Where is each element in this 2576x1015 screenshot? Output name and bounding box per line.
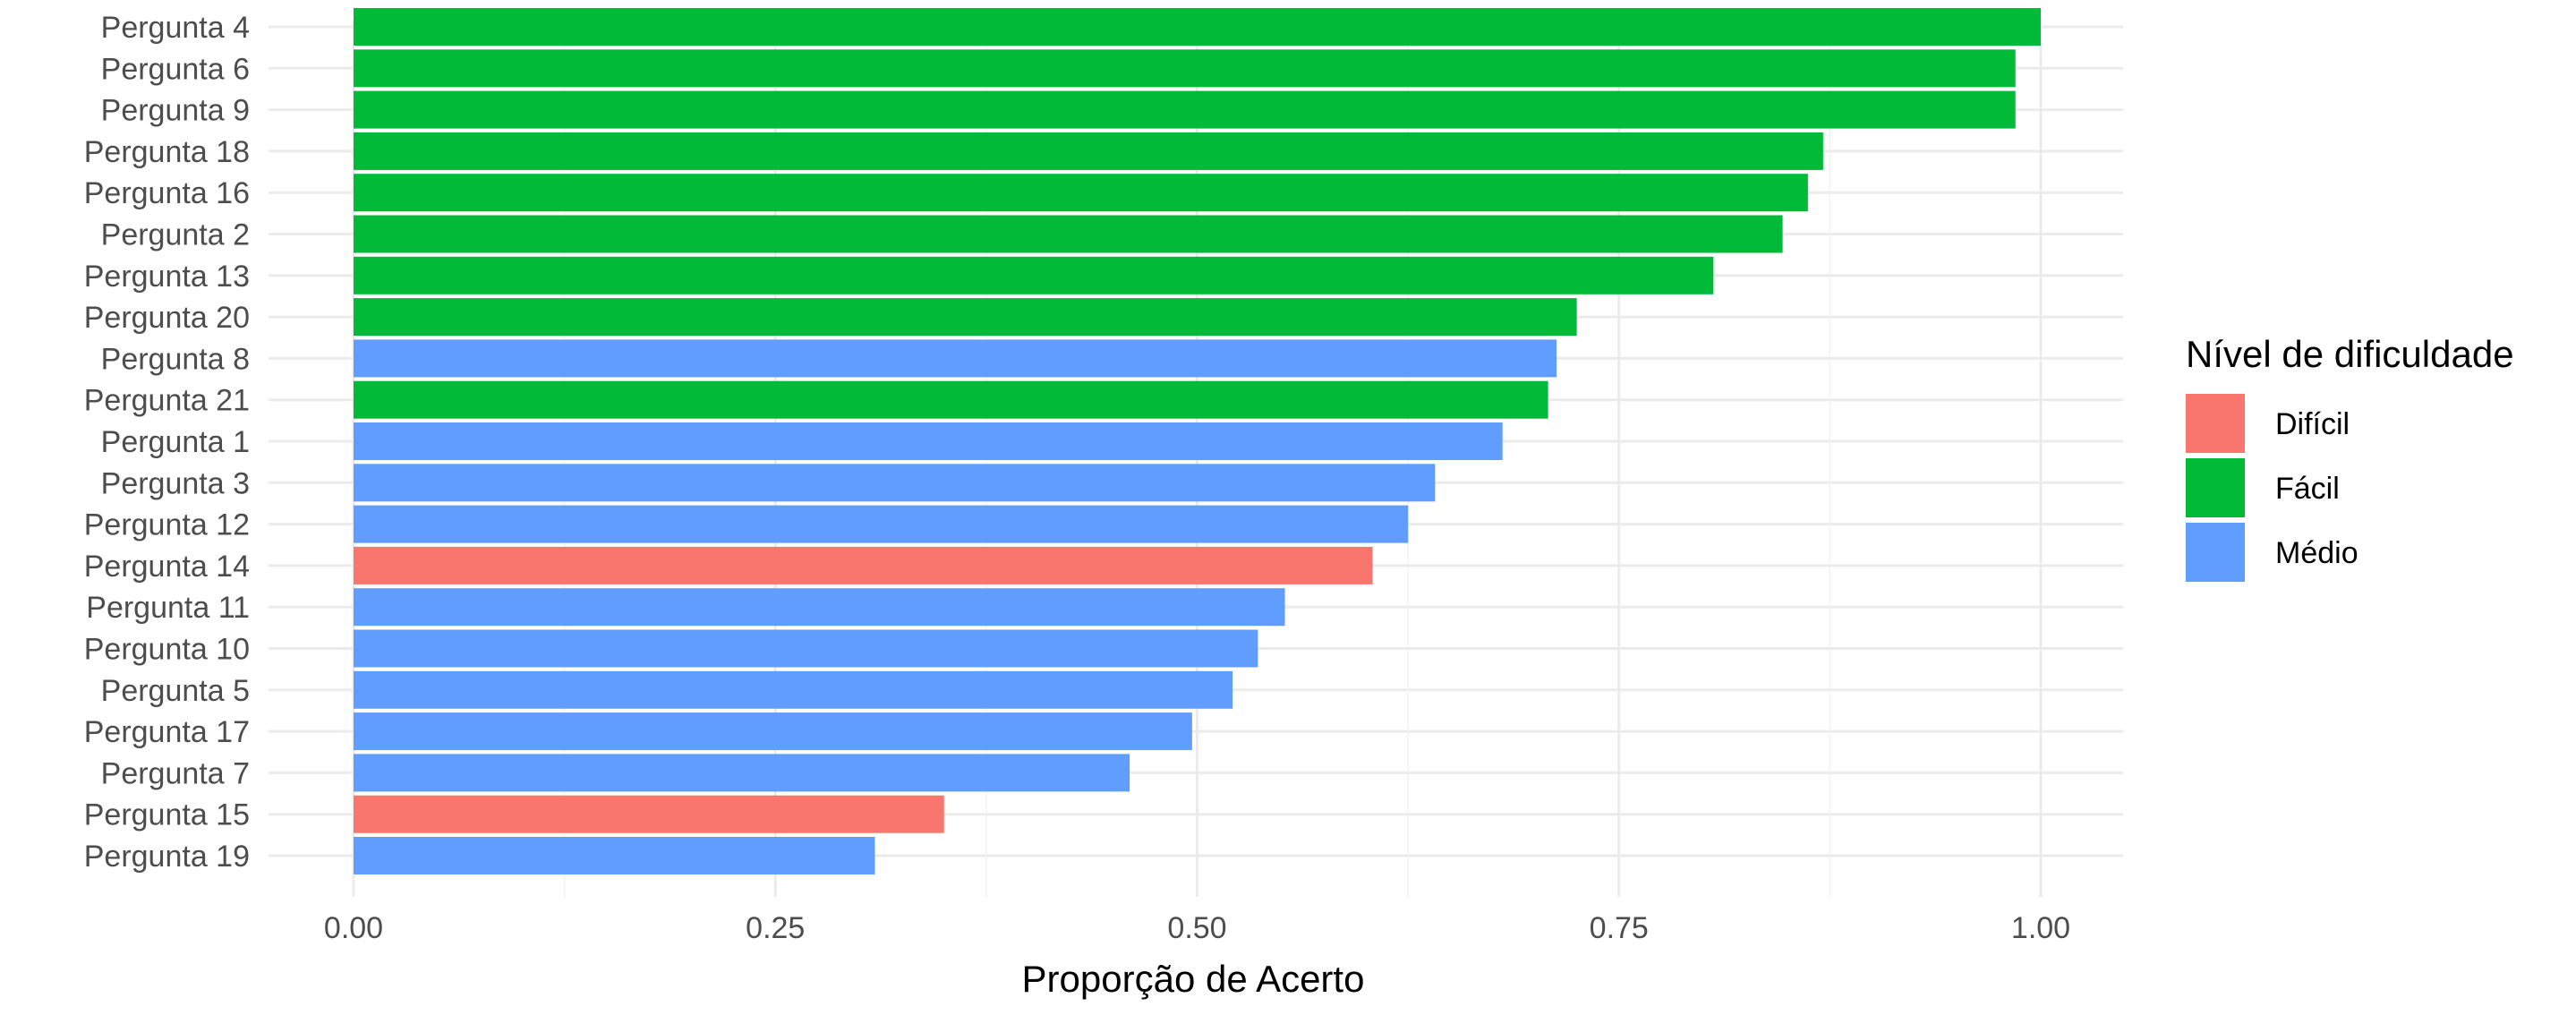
legend-items: Difícil Fácil Médio <box>2186 394 2358 582</box>
y-tick-label: Pergunta 1 <box>101 425 250 459</box>
y-tick-label: Pergunta 5 <box>101 674 250 708</box>
bar-pergunta-10 <box>354 629 1258 668</box>
bar-pergunta-20 <box>354 298 1577 337</box>
legend-label: Médio <box>2275 536 2358 570</box>
x-tick-label: 0.25 <box>746 911 805 945</box>
y-tick-label: Pergunta 20 <box>84 301 250 335</box>
bar-pergunta-7 <box>354 754 1130 792</box>
x-tick-label: 0.50 <box>1167 911 1226 945</box>
legend-key-3 <box>2186 523 2245 582</box>
bar-pergunta-21 <box>354 380 1548 419</box>
bar-pergunta-18 <box>354 132 1823 170</box>
bar-pergunta-11 <box>354 588 1285 627</box>
y-tick-label: Pergunta 10 <box>84 633 250 667</box>
y-tick-label: Pergunta 14 <box>84 550 250 584</box>
y-tick-label: Pergunta 18 <box>84 135 250 169</box>
bar-pergunta-13 <box>354 256 1714 294</box>
legend-key-2 <box>2186 458 2245 517</box>
bar-pergunta-14 <box>354 546 1373 584</box>
bars <box>354 8 2041 874</box>
y-tick-label: Pergunta 8 <box>101 342 250 376</box>
y-tick-label: Pergunta 12 <box>84 508 250 542</box>
y-tick-label: Pergunta 19 <box>84 840 250 874</box>
x-tick-label: 0.00 <box>324 911 383 945</box>
bar-pergunta-9 <box>354 90 2016 129</box>
y-tick-label: Pergunta 7 <box>101 756 250 790</box>
y-tick-label: Pergunta 9 <box>101 94 250 128</box>
legend-label: Difícil <box>2275 407 2350 441</box>
y-tick-label: Pergunta 2 <box>101 218 250 252</box>
x-tick-label: 0.75 <box>1590 911 1649 945</box>
bar-pergunta-5 <box>354 670 1233 709</box>
bar-pergunta-19 <box>354 837 875 874</box>
bar-pergunta-15 <box>354 795 944 833</box>
y-tick-label: Pergunta 21 <box>84 384 250 418</box>
y-tick-label: Pergunta 11 <box>86 591 250 625</box>
y-tick-label: Pergunta 16 <box>84 176 250 210</box>
y-tick-label: Pergunta 3 <box>101 466 250 500</box>
legend-key-1 <box>2186 394 2245 453</box>
bar-pergunta-3 <box>354 464 1436 502</box>
bar-pergunta-16 <box>354 174 1808 212</box>
bar-pergunta-8 <box>354 339 1557 378</box>
x-tick-label: 1.00 <box>2011 911 2070 945</box>
legend-label: Fácil <box>2275 472 2340 506</box>
bar-pergunta-4 <box>354 8 2041 46</box>
legend: Nível de dificuldade Difícil Fácil Médio <box>2186 333 2514 582</box>
bar-pergunta-6 <box>354 49 2016 88</box>
bar-pergunta-17 <box>354 712 1192 751</box>
x-axis-title: Proporção de Acerto <box>1022 958 1365 1000</box>
y-tick-label: Pergunta 15 <box>84 798 250 832</box>
bar-pergunta-2 <box>354 215 1783 253</box>
y-axis-labels: Pergunta 4 Pergunta 6 Pergunta 9 Pergunta 1… <box>84 11 250 874</box>
y-tick-label: Pergunta 13 <box>84 260 250 294</box>
y-tick-label: Pergunta 6 <box>101 52 250 86</box>
bar-pergunta-12 <box>354 505 1409 543</box>
y-tick-label: Pergunta 4 <box>101 11 250 45</box>
legend-title: Nível de dificuldade <box>2186 333 2514 375</box>
y-tick-label: Pergunta 17 <box>84 715 250 749</box>
x-axis-labels: 0.00 0.25 0.50 0.75 1.00 <box>324 911 2070 945</box>
bar-pergunta-1 <box>354 422 1503 460</box>
